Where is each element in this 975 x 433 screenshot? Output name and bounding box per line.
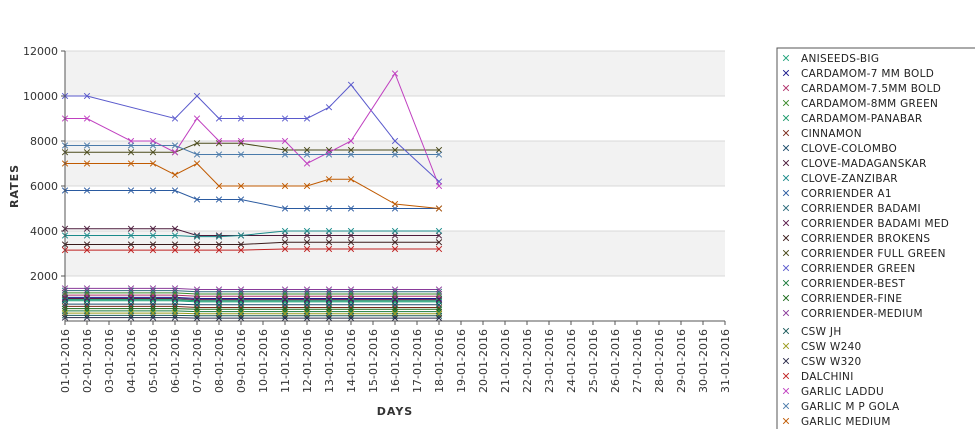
x-tick-label: 11-01-2016 (279, 329, 292, 393)
x-axis-title: DAYS (377, 405, 413, 418)
series-line (65, 318, 439, 319)
x-tick-label: 14-01-2016 (345, 329, 358, 393)
y-tick-label: 8000 (30, 135, 58, 148)
legend-item-label: CARDAMOM-7.5MM BOLD (801, 83, 941, 95)
series-line (65, 295, 439, 296)
legend-item-label: CLOVE-COLOMBO (801, 143, 897, 155)
x-tick-label: 17-01-2016 (411, 329, 424, 393)
legend-item-label: CORRIENDER-MEDIUM (801, 308, 923, 320)
x-tick-label: 22-01-2016 (521, 329, 534, 393)
series-line (65, 304, 439, 305)
x-tick-label: 05-01-2016 (147, 329, 160, 393)
legend-item-label: GARLIC M P GOLA (801, 401, 900, 413)
legend-item-label: CSW W240 (801, 341, 862, 353)
legend-item-label: CORRIENDER BADAMI (801, 203, 921, 215)
legend-item-label: CORRIENDER BROKENS (801, 233, 930, 245)
x-tick-label: 07-01-2016 (191, 329, 204, 393)
x-tick-label: 28-01-2016 (653, 329, 666, 393)
x-axis-ticks: 01-01-2016 02-01-2016 03-01-2016 04-01-2016… (59, 321, 732, 393)
legend-item-label: GARLIC MEDIUM (801, 416, 891, 428)
legend-item-label: CORRIENDER-BEST (801, 278, 905, 290)
legend-item-label: GARLIC LADDU (801, 386, 884, 398)
x-tick-label: 29-01-2016 (675, 329, 688, 393)
x-tick-label: 20-01-2016 (477, 329, 490, 393)
y-axis-title: RATES (8, 164, 21, 208)
legend-item-label: CORRIENDER A1 (801, 188, 892, 200)
x-tick-label: 30-01-2016 (697, 329, 710, 393)
series-line (65, 293, 439, 294)
legend-item-label: CSW JH (801, 326, 842, 338)
x-tick-label: 06-01-2016 (169, 329, 182, 393)
x-tick-label: 04-01-2016 (125, 329, 138, 393)
y-tick-label: 6000 (30, 180, 58, 193)
legend-item-label: CORRIENDER BADAMI MED (801, 218, 949, 230)
x-tick-label: 02-01-2016 (81, 329, 94, 393)
y-tick-label: 10000 (23, 90, 58, 103)
x-tick-label: 12-01-2016 (301, 329, 314, 393)
x-tick-label: 23-01-2016 (543, 329, 556, 393)
legend-item-label: DALCHINI (801, 371, 854, 383)
x-tick-label: 10-01-2016 (257, 329, 270, 393)
legend-item-label: CARDAMOM-8MM GREEN (801, 98, 938, 110)
data-point-marker (194, 116, 200, 122)
series-line (65, 191, 439, 209)
x-tick-label: 03-01-2016 (103, 329, 116, 393)
legend-item-label: CORRIENDER FULL GREEN (801, 248, 946, 260)
x-tick-label: 26-01-2016 (609, 329, 622, 393)
legend-item-label: CLOVE-ZANZIBAR (801, 173, 898, 185)
series-line (65, 313, 439, 314)
x-tick-label: 25-01-2016 (587, 329, 600, 393)
x-tick-label: 09-01-2016 (235, 329, 248, 393)
series-markers (62, 71, 442, 321)
legend-item-label: CORRIENDER GREEN (801, 263, 915, 275)
legend-item-label: CARDAMOM-PANABAR (801, 113, 922, 125)
series-line (65, 291, 439, 292)
x-tick-label: 24-01-2016 (565, 329, 578, 393)
legend: ANISEEDS-BIG CARDAMOM-7 MM BOLD CARDAMOM-7… (777, 48, 975, 429)
legend-item-label: CORRIENDER-FINE (801, 293, 902, 305)
x-tick-label: 13-01-2016 (323, 329, 336, 393)
x-tick-label: 31-01-2016 (719, 329, 732, 393)
y-tick-label: 2000 (30, 270, 58, 283)
x-tick-label: 16-01-2016 (389, 329, 402, 393)
y-axis-ticks: 2000 4000 6000 8000 10000 12000 (23, 45, 65, 283)
y-tick-label: 12000 (23, 45, 58, 58)
x-tick-label: 27-01-2016 (631, 329, 644, 393)
series-line (65, 311, 439, 312)
series-line (65, 288, 439, 289)
x-tick-label: 21-01-2016 (499, 329, 512, 393)
legend-item-label: CARDAMOM-7 MM BOLD (801, 68, 934, 80)
legend-item-label: CINNAMON (801, 128, 862, 140)
x-tick-label: 15-01-2016 (367, 329, 380, 393)
x-tick-label: 08-01-2016 (213, 329, 226, 393)
x-tick-label: 01-01-2016 (59, 329, 72, 393)
series-line (65, 309, 439, 310)
legend-item-label: ANISEEDS-BIG (801, 53, 879, 65)
grid-band (65, 141, 725, 186)
x-tick-label: 19-01-2016 (455, 329, 468, 393)
data-point-marker (326, 104, 332, 110)
grid-band (65, 231, 725, 276)
series-line (65, 306, 439, 307)
series-lines (65, 74, 439, 319)
y-tick-label: 4000 (30, 225, 58, 238)
legend-item-label: CLOVE-MADAGANSKAR (801, 158, 927, 170)
legend-item-label: CSW W320 (801, 356, 862, 368)
x-tick-label: 18-01-2016 (433, 329, 446, 393)
